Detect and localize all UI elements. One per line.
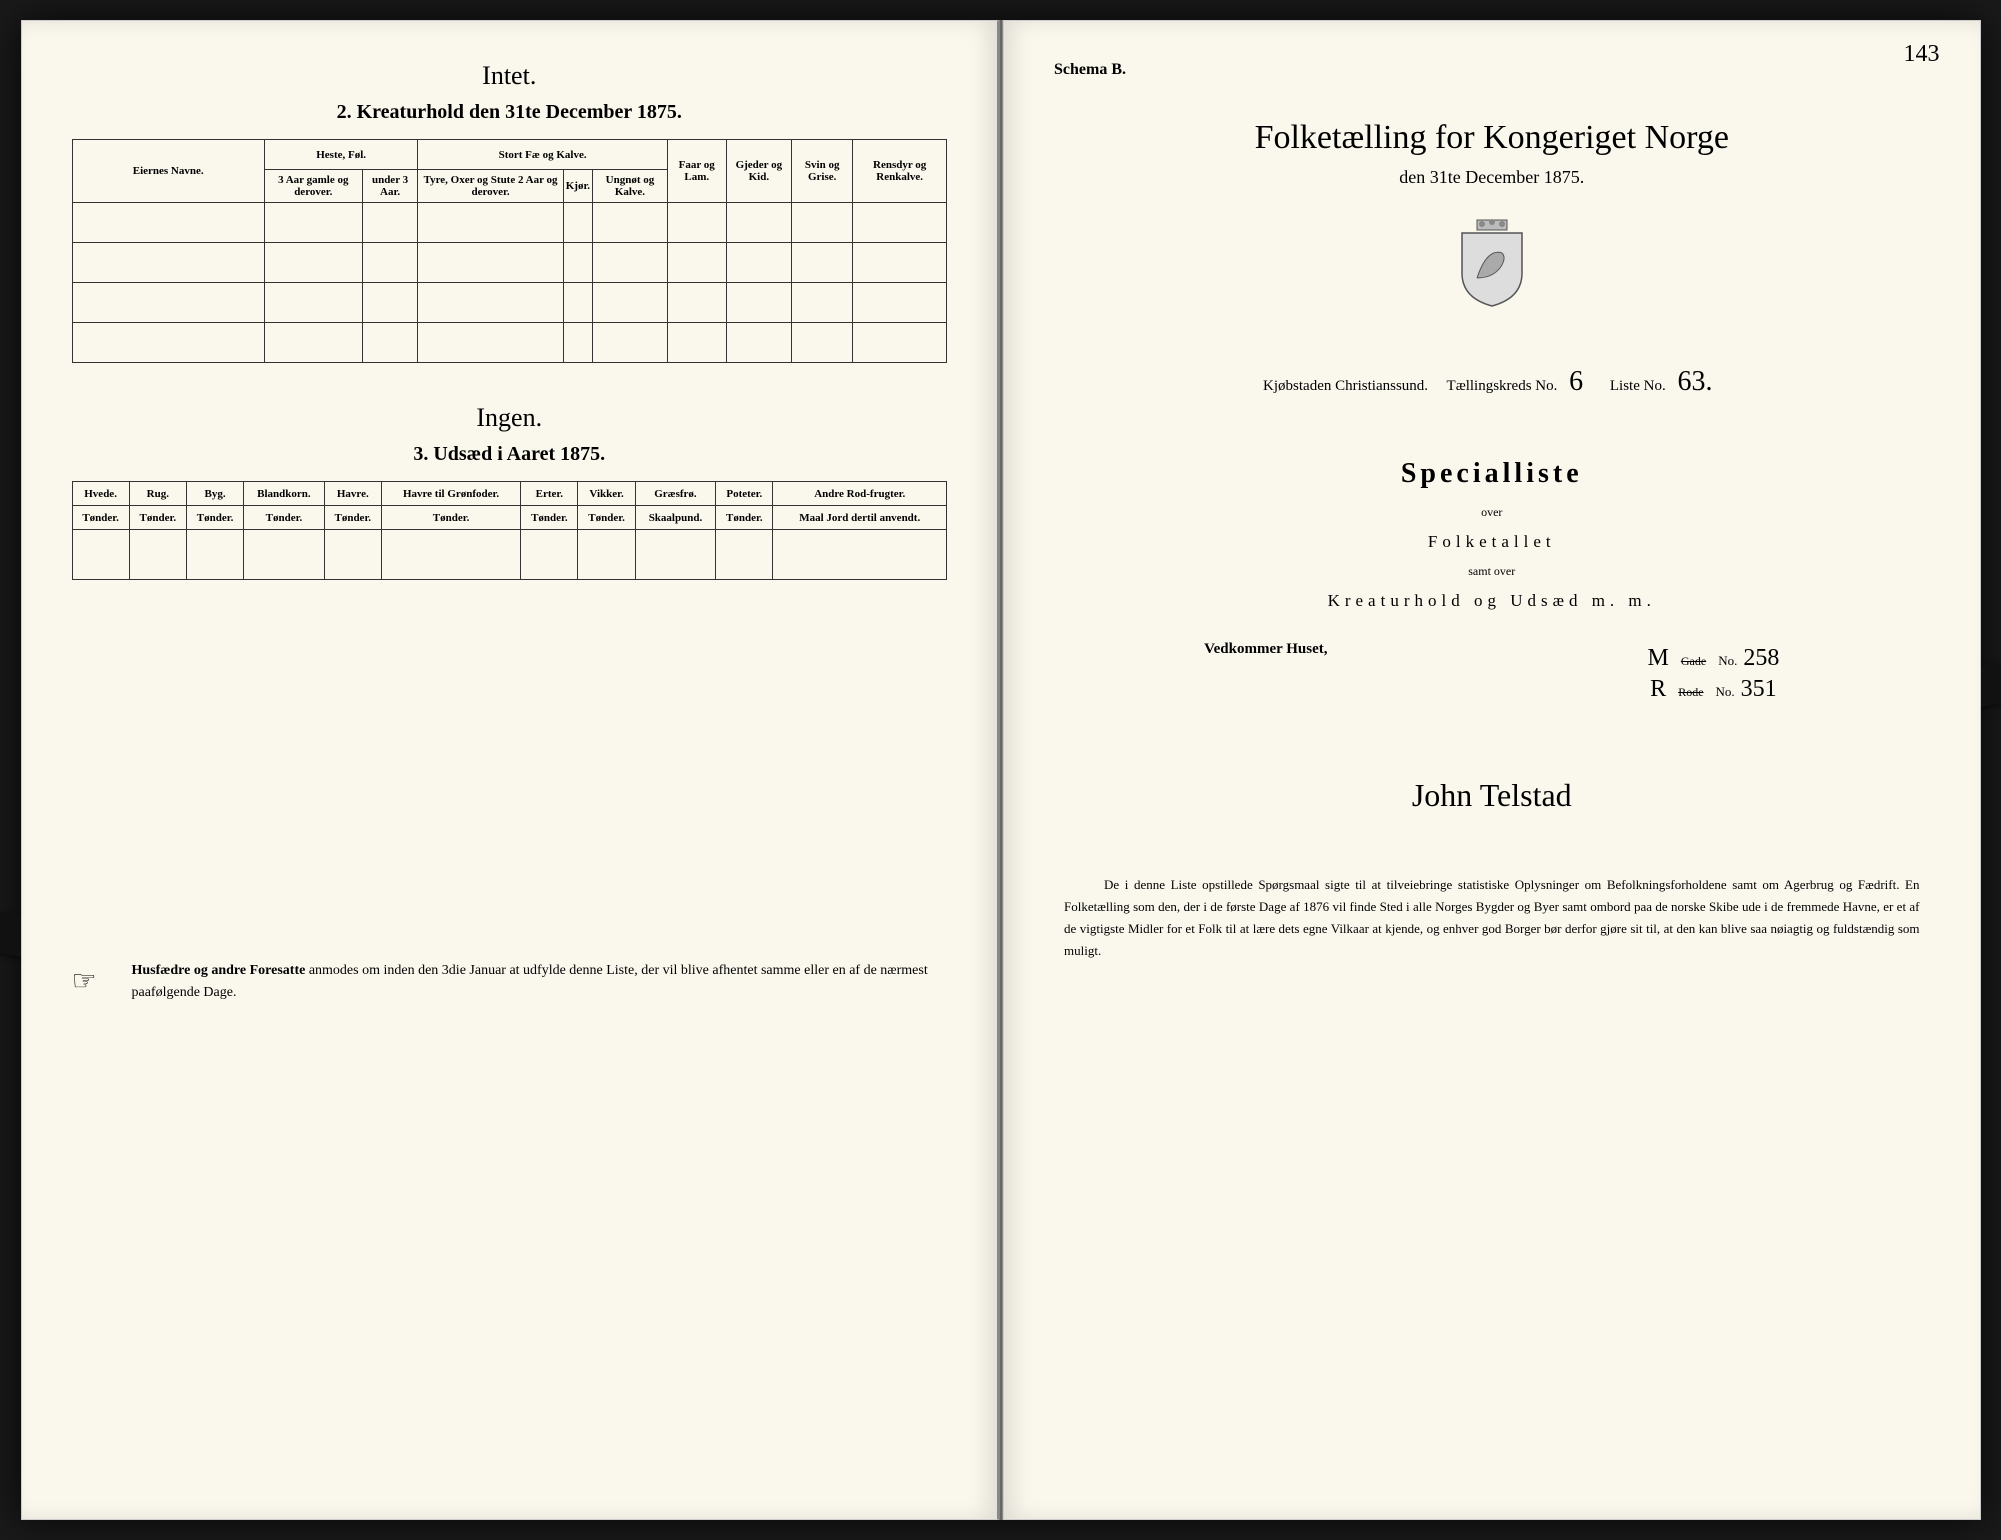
col-goats: Gjeder og Kid. (726, 140, 791, 203)
seed-header-row: Hvede. Rug. Byg. Blandkorn. Havre. Havre… (72, 482, 947, 506)
col-owner: Eiernes Navne. (72, 140, 264, 203)
town-label: Kjøbstaden Christianssund. (1263, 378, 1428, 394)
sub-c2: Kjør. (563, 170, 592, 203)
col-pigs: Svin og Grise. (792, 140, 853, 203)
house-line: Vedkommer Huset, M Gade No. 258 R Rode N… (1054, 641, 1930, 707)
seed-col: Blandkorn. (244, 482, 325, 506)
house-numbers: M Gade No. 258 R Rode No. 351 (1648, 641, 1780, 707)
right-page: 143 Schema B. Folketælling for Kongerige… (1003, 20, 1981, 1520)
list-label: Liste No. (1610, 378, 1666, 394)
book-spread: Intet. 2. Kreaturhold den 31te December … (21, 20, 1981, 1520)
seed-unit-row: Tønder. Tønder. Tønder. Tønder. Tønder. … (72, 506, 947, 530)
sub-c1: Tyre, Oxer og Stute 2 Aar og derover. (418, 170, 563, 203)
seed-col: Poteter. (716, 482, 773, 506)
seed-col: Hvede. (72, 482, 129, 506)
page-number: 143 (1904, 41, 1940, 68)
seed-col: Andre Rod-frugter. (773, 482, 947, 506)
seed-unit: Tønder. (324, 506, 381, 530)
footnote-bold: Husfædre og andre Foresatte (132, 963, 306, 978)
seed-unit: Tønder. (186, 506, 243, 530)
district-value: 6 (1569, 366, 1583, 397)
samt-over: samt over (1054, 564, 1930, 579)
seed-unit: Tønder. (129, 506, 186, 530)
main-title: Folketælling for Kongeriget Norge (1054, 119, 1930, 157)
footnote: ☞ Husfædre og andre Foresatte anmodes om… (72, 960, 948, 1005)
seed-unit: Tønder. (578, 506, 635, 530)
list-value: 63. (1677, 366, 1712, 397)
seed-unit: Maal Jord dertil anvendt. (773, 506, 947, 530)
seed-data-row (72, 530, 947, 580)
bottom-paragraph: De i denne Liste opstillede Spørgsmaal s… (1054, 874, 1930, 962)
left-page: Intet. 2. Kreaturhold den 31te December … (21, 20, 1000, 1520)
livestock-table: Eiernes Navne. Heste, Føl. Stort Fæ og K… (72, 139, 948, 363)
schema-label: Schema B. (1054, 61, 1930, 79)
seed-unit: Tønder. (72, 506, 129, 530)
seed-col: Erter. (521, 482, 578, 506)
seed-unit: Tønder. (244, 506, 325, 530)
section2-title: 2. Kreaturhold den 31te December 1875. (72, 101, 948, 124)
handwritten-note-intet: Intet. (72, 61, 948, 91)
pointing-hand-icon: ☞ (72, 960, 97, 1005)
seed-col: Rug. (129, 482, 186, 506)
seed-unit: Tønder. (521, 506, 578, 530)
over-1: over (1054, 505, 1930, 520)
seed-col: Græsfrø. (635, 482, 716, 506)
livestock-body (72, 203, 947, 363)
seed-unit: Skaalpund. (635, 506, 716, 530)
sub-c3: Ungnøt og Kalve. (593, 170, 668, 203)
seed-col: Vikker. (578, 482, 635, 506)
seed-col: Havre til Grønfoder. (381, 482, 520, 506)
r-no-label: No. (1716, 684, 1735, 699)
sub-h2: under 3 Aar. (362, 170, 418, 203)
section3-title: 3. Udsæd i Aaret 1875. (72, 443, 948, 466)
meta-line: Kjøbstaden Christianssund. Tællingskreds… (1054, 366, 1930, 398)
seed-col: Byg. (186, 482, 243, 506)
kreaturhold-line: Kreaturhold og Udsæd m. m. (1054, 591, 1930, 611)
grp-horses: Heste, Føl. (264, 140, 418, 170)
grp-cattle: Stort Fæ og Kalve. (418, 140, 667, 170)
coat-of-arms-icon (1054, 218, 1930, 326)
folketallet: Folketallet (1054, 532, 1930, 552)
col-sheep: Faar og Lam. (667, 140, 726, 203)
house-label: Vedkommer Huset, (1204, 641, 1327, 707)
r-value: 351 (1741, 676, 1777, 702)
seed-col: Havre. (324, 482, 381, 506)
r-struck: Rode (1678, 685, 1703, 699)
sub-h1: 3 Aar gamle og derover. (264, 170, 362, 203)
r-prefix: R (1650, 676, 1666, 702)
specialliste-title: Specialliste (1054, 458, 1930, 490)
m-value: 258 (1743, 645, 1779, 671)
district-label: Tællingskreds No. (1447, 378, 1558, 394)
seed-unit: Tønder. (716, 506, 773, 530)
seed-table: Hvede. Rug. Byg. Blandkorn. Havre. Havre… (72, 481, 948, 580)
handwritten-note-ingen: Ingen. (72, 403, 948, 433)
m-no-label: No. (1718, 653, 1737, 668)
col-reindeer: Rensdyr og Renkalve. (853, 140, 947, 203)
m-struck: Gade (1681, 654, 1706, 668)
subtitle: den 31te December 1875. (1054, 167, 1930, 188)
m-prefix: M (1648, 645, 1669, 671)
signature: John Telstad (1054, 777, 1930, 814)
seed-unit: Tønder. (381, 506, 520, 530)
